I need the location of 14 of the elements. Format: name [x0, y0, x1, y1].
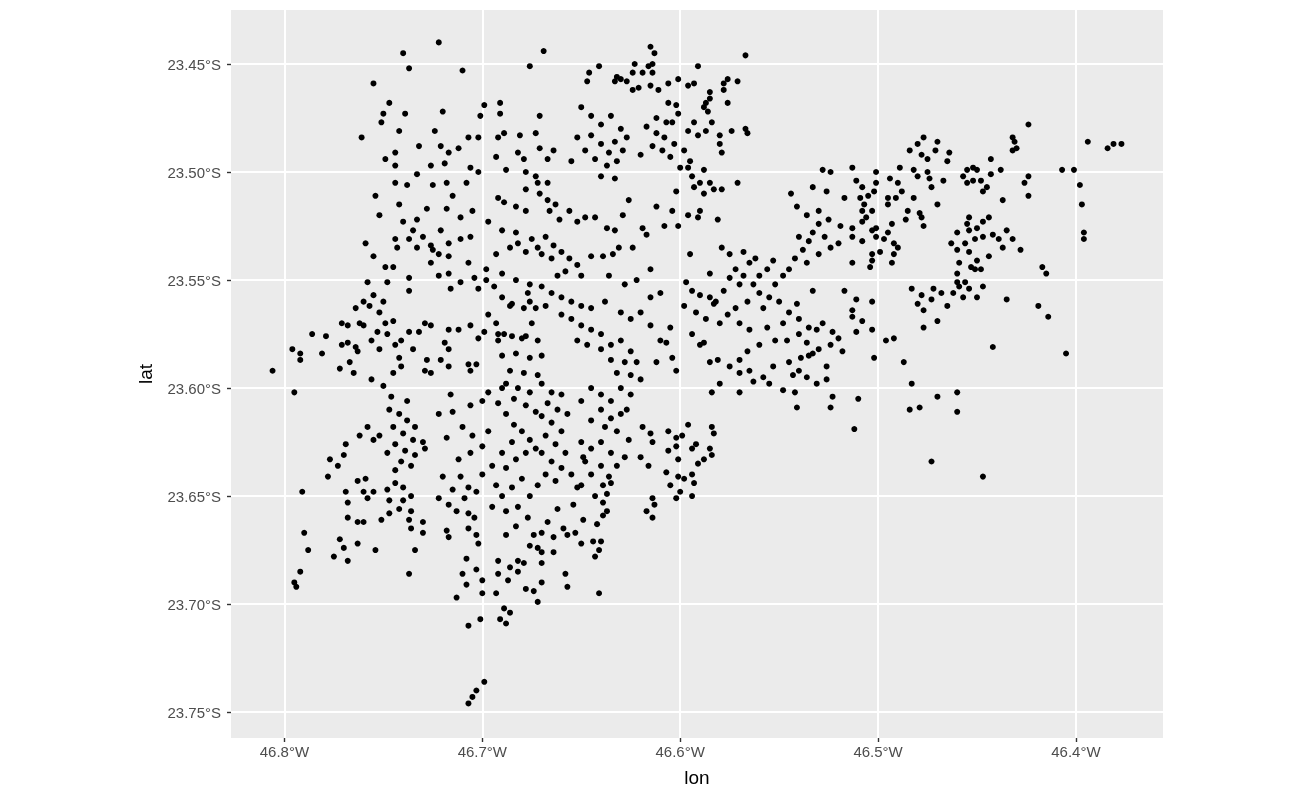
x-tick-label: 46.4°W: [1051, 743, 1102, 760]
x-tick-label: 46.5°W: [853, 743, 904, 760]
y-tick-label: 23.45°S: [167, 55, 221, 73]
x-tick-label: 46.8°W: [259, 743, 310, 760]
y-tick-label: 23.55°S: [167, 271, 221, 289]
y-tick-label: 23.60°S: [167, 379, 221, 397]
y-axis-title: lat: [135, 363, 156, 385]
y-tick-label: 23.65°S: [167, 487, 221, 505]
x-tick-label: 46.6°W: [655, 743, 706, 760]
y-tick-label: 23.75°S: [167, 703, 221, 721]
x-axis-title: lon: [684, 767, 710, 788]
y-tick-label: 23.70°S: [167, 595, 221, 613]
y-tick-label: 23.50°S: [167, 163, 221, 181]
x-tick-label: 46.7°W: [457, 743, 508, 760]
